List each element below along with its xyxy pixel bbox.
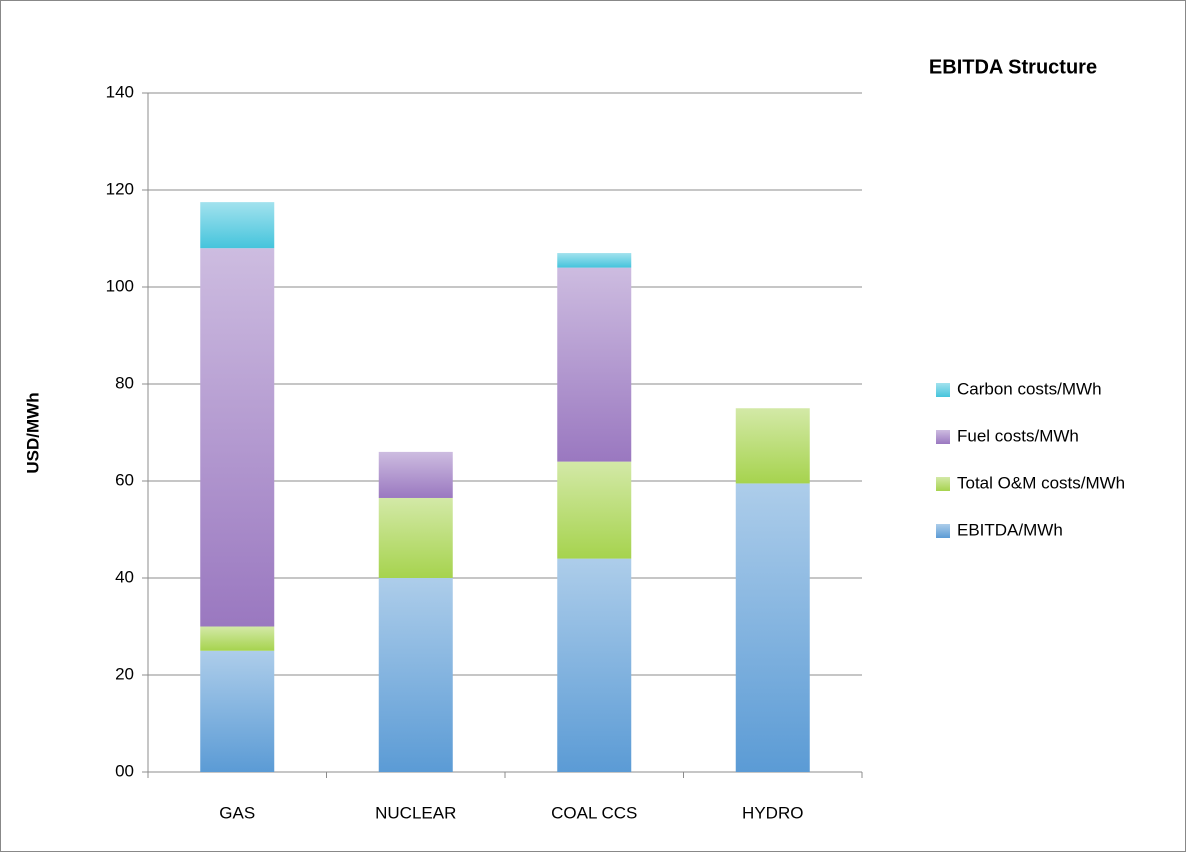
y-tick-label: 100: [106, 276, 134, 295]
bar-segment: [378, 497, 453, 578]
y-tick-label: 140: [106, 82, 134, 101]
y-tick-label: 20: [115, 664, 134, 683]
y-tick-label: 40: [115, 567, 134, 586]
legend-swatch: [936, 430, 950, 444]
bar-segment: [378, 578, 453, 772]
legend-swatch: [936, 477, 950, 491]
bar-segment: [200, 626, 275, 651]
bar-segment: [557, 558, 632, 772]
legend-label: Carbon costs/MWh: [957, 379, 1102, 398]
bar-segment: [735, 483, 810, 772]
bar-segment: [378, 451, 453, 498]
bar-segment: [557, 253, 632, 268]
bar-segment: [557, 267, 632, 462]
chart-title: EBITDA Structure: [929, 56, 1097, 78]
legend-label: EBITDA/MWh: [957, 520, 1063, 539]
y-tick-label: 80: [115, 373, 134, 392]
y-tick-label: 60: [115, 470, 134, 489]
y-tick-label: 00: [115, 761, 134, 780]
bar-segment: [200, 248, 275, 627]
legend-label: Fuel costs/MWh: [957, 426, 1079, 445]
legend-swatch: [936, 383, 950, 397]
x-tick-label: COAL CCS: [551, 803, 637, 822]
x-tick-label: NUCLEAR: [375, 803, 456, 822]
y-axis-label: USD/MWh: [23, 392, 42, 473]
bar-segment: [200, 650, 275, 772]
x-tick-label: GAS: [219, 803, 255, 822]
legend-swatch: [936, 524, 950, 538]
bar-segment: [557, 461, 632, 559]
bar-segment: [200, 202, 275, 249]
bar-segment: [735, 408, 810, 484]
y-tick-label: 120: [106, 179, 134, 198]
legend-label: Total O&M costs/MWh: [957, 473, 1125, 492]
x-tick-label: HYDRO: [742, 803, 803, 822]
